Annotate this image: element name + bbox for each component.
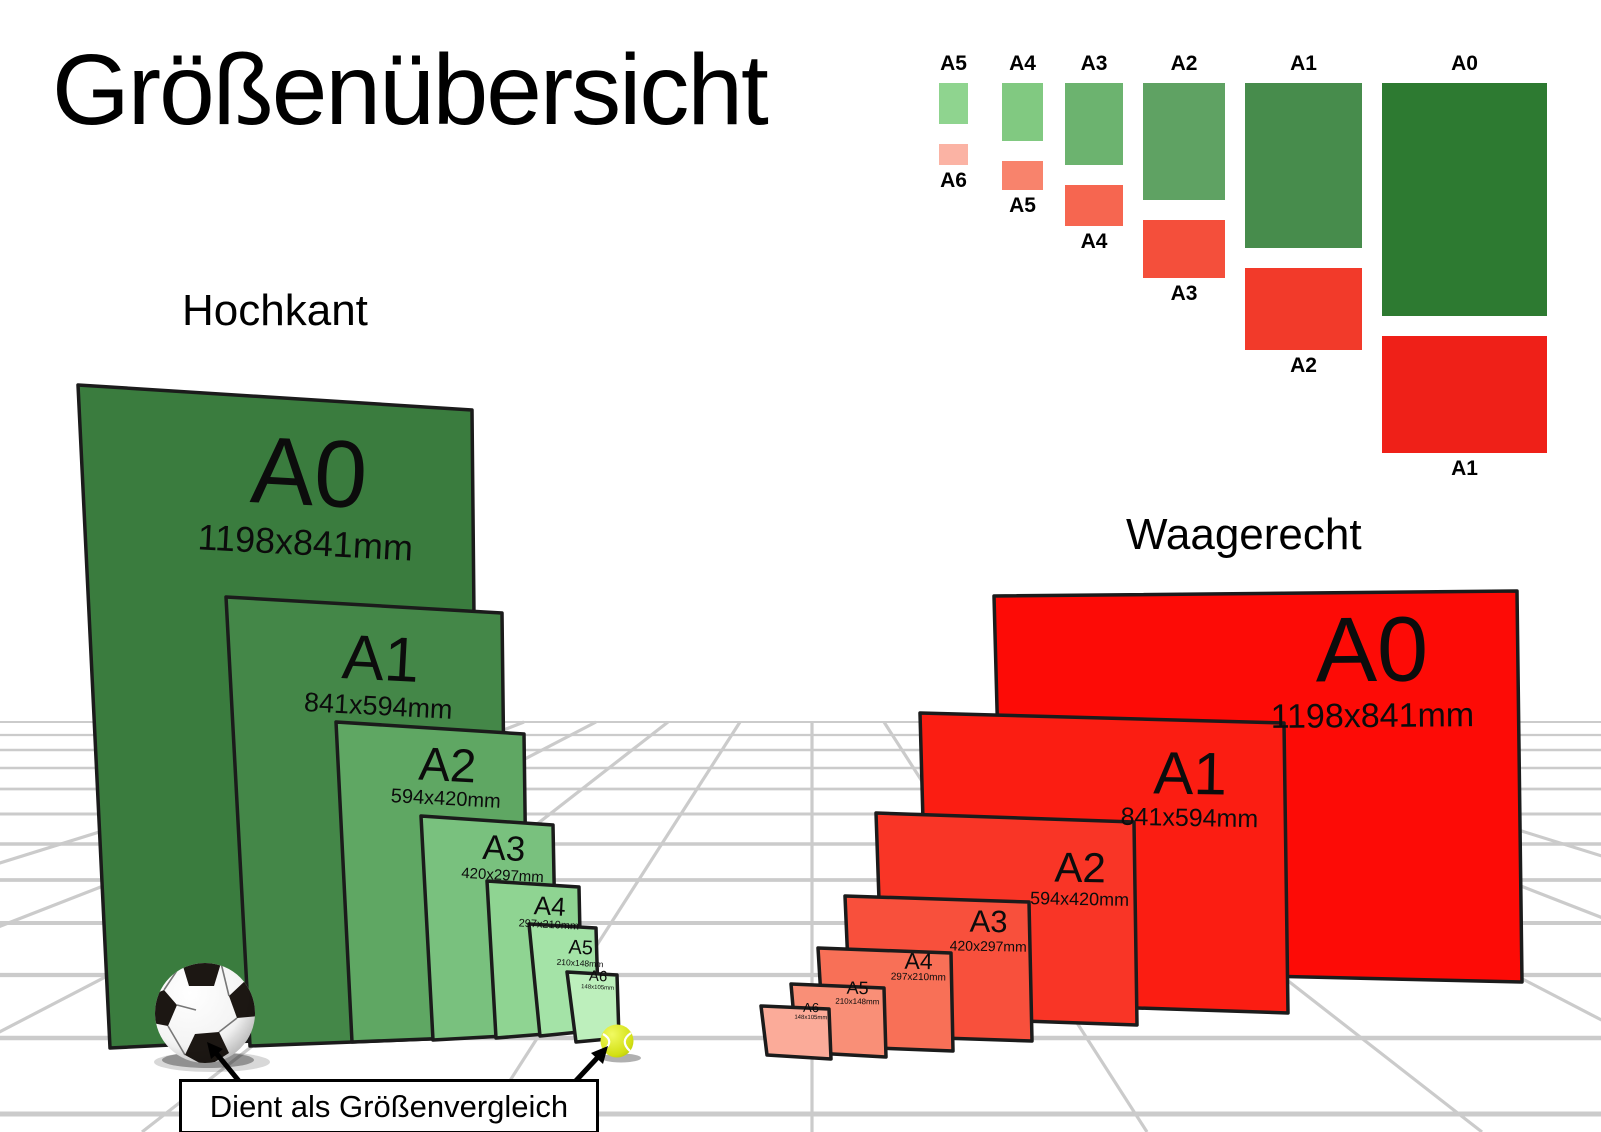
- mini-landscape-rect: [1245, 268, 1362, 350]
- mini-overview-column-a0: A0 A1: [1382, 52, 1547, 481]
- sheet-size-name: A6: [802, 999, 820, 1016]
- mini-portrait-rect: [1065, 83, 1123, 165]
- sheet-size-dims: 841x594mm: [1120, 802, 1259, 834]
- portrait-sheet-label-a2: A2 594x420mm: [355, 735, 538, 815]
- mini-portrait-rect: [1245, 83, 1362, 248]
- sheet-size-name: A4: [904, 947, 933, 975]
- mini-overview-column-a3: A3 A4: [1065, 52, 1123, 254]
- mini-overview-column-a2: A2 A3: [1143, 52, 1225, 306]
- sheet-size-name: A1: [1152, 739, 1228, 808]
- sheet-size-name: A0: [248, 417, 370, 529]
- sheet-size-name: A2: [1054, 843, 1107, 892]
- portrait-sheet-label-a3: A3 420x297mm: [435, 828, 573, 887]
- landscape-group-heading: Waagerecht: [1126, 510, 1362, 559]
- mini-landscape-rect: [939, 144, 968, 165]
- landscape-sheet-label-a1: A1 841x594mm: [1064, 739, 1316, 834]
- mini-portrait-label: A0: [1451, 52, 1478, 75]
- landscape-sheet-label-a6: A6 148x105mm: [776, 1000, 846, 1021]
- mini-portrait-rect: [939, 83, 968, 124]
- landscape-sheet-stack: [759, 589, 1524, 1061]
- mini-landscape-rect: [1143, 220, 1225, 278]
- tennis-ball-icon: [600, 1024, 641, 1063]
- portrait-sheet-label-a1: A1 841x594mm: [253, 620, 508, 727]
- landscape-sheet-label-a2: A2 594x420mm: [989, 844, 1170, 910]
- mini-portrait-label: A4: [1009, 52, 1036, 75]
- portrait-group-heading: Hochkant: [182, 286, 368, 335]
- mini-portrait-rect: [1002, 83, 1043, 141]
- comparison-label-text: Dient als Größenvergleich: [209, 1088, 569, 1124]
- mini-landscape-label: A5: [1009, 194, 1036, 217]
- mini-portrait-rect: [1143, 83, 1225, 200]
- page-title: Größenübersicht: [52, 34, 769, 146]
- sheet-size-name: A3: [969, 903, 1008, 940]
- mini-landscape-label: A4: [1080, 230, 1108, 253]
- sheet-size-dims: 1198x841mm: [1270, 695, 1475, 736]
- portrait-sheet-label-a0: A0 1198x841mm: [155, 416, 462, 569]
- mini-landscape-label: A1: [1451, 457, 1478, 480]
- mini-portrait-label: A3: [1080, 52, 1108, 75]
- mini-landscape-rect: [1382, 336, 1547, 453]
- portrait-sheet-label-a6: A6 148x105mm: [562, 967, 633, 993]
- mini-portrait-label: A5: [940, 52, 967, 75]
- comparison-label-box: Dient als Größenvergleich: [179, 1079, 599, 1132]
- sheet-size-dims: 148x105mm: [794, 1014, 828, 1021]
- landscape-sheet-label-a3: A3 420x297mm: [921, 903, 1057, 955]
- soccer-ball-icon: [154, 963, 270, 1072]
- mini-landscape-label: A6: [940, 169, 967, 192]
- landscape-sheet-a6: [759, 1004, 833, 1061]
- portrait-sheet-label-a4: A4 297x210mm: [496, 890, 603, 934]
- mini-overview-column-a4: A4 A5: [1002, 52, 1043, 218]
- mini-portrait-label: A2: [1170, 52, 1198, 75]
- mini-landscape-label: A3: [1170, 282, 1198, 305]
- mini-overview-column-a1: A1 A2: [1245, 52, 1362, 378]
- mini-landscape-label: A2: [1290, 354, 1317, 377]
- mini-landscape-rect: [1002, 161, 1043, 190]
- portrait-sheet-label-a5: A5 210x148mm: [537, 936, 623, 970]
- mini-landscape-rect: [1065, 185, 1123, 226]
- portrait-sheet-stack: [76, 383, 621, 1050]
- mini-portrait-rect: [1382, 83, 1547, 316]
- mini-portrait-label: A1: [1290, 52, 1317, 75]
- landscape-sheet-label-a0: A0 1198x841mm: [1231, 598, 1512, 736]
- sheet-size-name: A0: [1315, 598, 1429, 702]
- mini-overview-column-a5: A5 A6: [939, 52, 968, 193]
- sheet-size-name: A5: [846, 977, 869, 999]
